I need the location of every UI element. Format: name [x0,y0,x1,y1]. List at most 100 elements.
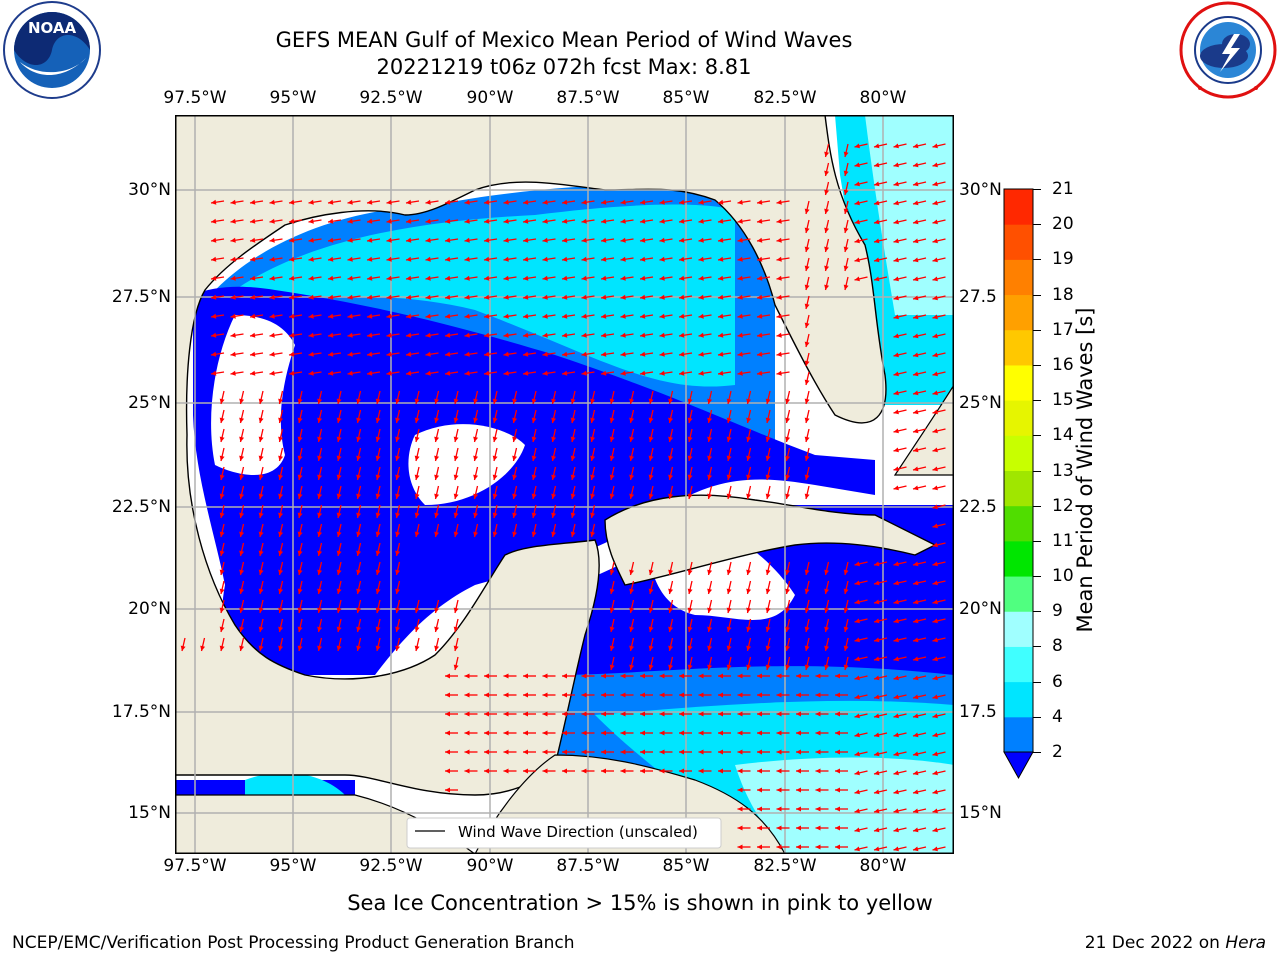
wind-arrow-head [414,531,420,537]
wind-arrow-head [601,673,606,679]
wind-arrow-head [648,645,654,651]
colorbar-tick-mark [1033,716,1041,718]
wind-arrow-head [406,351,412,357]
wind-arrow-head [765,436,771,442]
wind-arrow-head [453,512,459,518]
wind-arrow-head [531,436,537,442]
wind-arrow-head [668,569,674,575]
wind-arrow-head [484,768,489,774]
wind-arrow-head [414,417,420,423]
wind-arrow-head [219,455,225,461]
wind-arrow-head [804,626,810,632]
wind-arrow-head [843,208,849,214]
wind-arrow-head [395,512,401,518]
wind-arrow-head [542,237,548,243]
wind-arrow-head [668,664,674,670]
wind-arrow-head [932,561,938,567]
wind-arrow-head [746,588,752,594]
wind-arrow-head [289,256,295,262]
wind-arrow-head [297,493,303,499]
wind-arrow-head [746,645,752,651]
wind-arrow-head [297,607,303,613]
wind-arrow-head [854,181,860,187]
wind-arrow-head [824,227,830,233]
wind-arrow-head [375,474,381,480]
wind-arrow-head [562,711,567,717]
wind-arrow-head [239,645,245,651]
wind-arrow-head [395,398,401,404]
wind-arrow-head [679,749,684,755]
wind-arrow-head [523,768,528,774]
wind-arrow-head [219,626,225,632]
wind-arrow-head [375,417,381,423]
wind-arrow-head [746,417,752,423]
wind-arrow-head [640,256,646,262]
wind-arrow-head [503,370,509,376]
colorbar-swatch [1004,576,1033,612]
wind-arrow-head [854,694,860,700]
wind-arrow-head [718,332,724,338]
wind-arrow-head [473,531,479,537]
wind-arrow-head [913,219,919,225]
wind-arrow-head [932,143,938,149]
wind-arrow-head [395,455,401,461]
wind-arrow-head [932,713,938,719]
wind-arrow-head [367,218,373,224]
wind-arrow-head [893,561,899,567]
wind-arrow-head [250,237,256,243]
wind-arrow-head [726,607,732,613]
wind-arrow-head [687,645,693,651]
wind-arrow-head [336,474,342,480]
wind-arrow-head [503,351,509,357]
wind-arrow-head [523,351,529,357]
wind-arrow-head [258,398,264,404]
wind-arrow-head [473,455,479,461]
lat-label-right: 25°N [959,393,1002,413]
wind-arrow-head [726,436,732,442]
wind-arrow-head [893,675,899,681]
wind-arrow-head [629,455,635,461]
wind-arrow-head [239,512,245,518]
wind-arrow-head [874,257,880,263]
colorbar-swatch [1004,716,1033,753]
wind-arrow-head [562,692,567,698]
wind-arrow-head [874,827,880,833]
colorbar-tick-mark [1033,540,1041,542]
wind-arrow-head [824,170,830,176]
wind-arrow-head [913,808,919,814]
wind-arrow-head [347,275,353,281]
wind-arrow-head [620,294,626,300]
wind-arrow-head [707,607,713,613]
wind-arrow-head [648,569,654,575]
wind-arrow-head [854,789,860,795]
footer-host: Hera [1225,933,1266,953]
wind-arrow-head [590,436,596,442]
wind-arrow-head [785,474,791,480]
wind-arrow-head [523,275,529,281]
lon-label-top: 97.5°W [163,88,227,108]
wind-arrow-head [317,550,323,556]
wind-arrow-head [726,493,732,499]
wind-arrow-head [776,218,782,224]
colorbar-swatch [1004,224,1033,260]
wind-arrow-head [551,436,557,442]
period-atlantic-pale [865,115,954,315]
wind-arrow-head [726,588,732,594]
wind-arrow-head [687,664,693,670]
wind-arrow-head [453,436,459,442]
wind-arrow-head [804,303,810,309]
wind-arrow-head [386,218,392,224]
wind-arrow-head [815,749,821,755]
wind-arrow-head [785,588,791,594]
wind-arrow-head [414,436,420,442]
lon-label-top: 80°W [859,88,907,108]
wind-arrow-head [542,692,548,698]
wind-arrow-head [414,455,420,461]
wind-arrow-head [609,493,615,499]
wind-arrow-head [367,237,373,243]
wind-arrow-head [484,673,489,679]
wind-arrow-head [464,370,470,376]
wind-arrow-head [698,256,704,262]
wind-arrow-head [317,398,323,404]
colorbar-tick-label: 17 [1052,319,1074,340]
